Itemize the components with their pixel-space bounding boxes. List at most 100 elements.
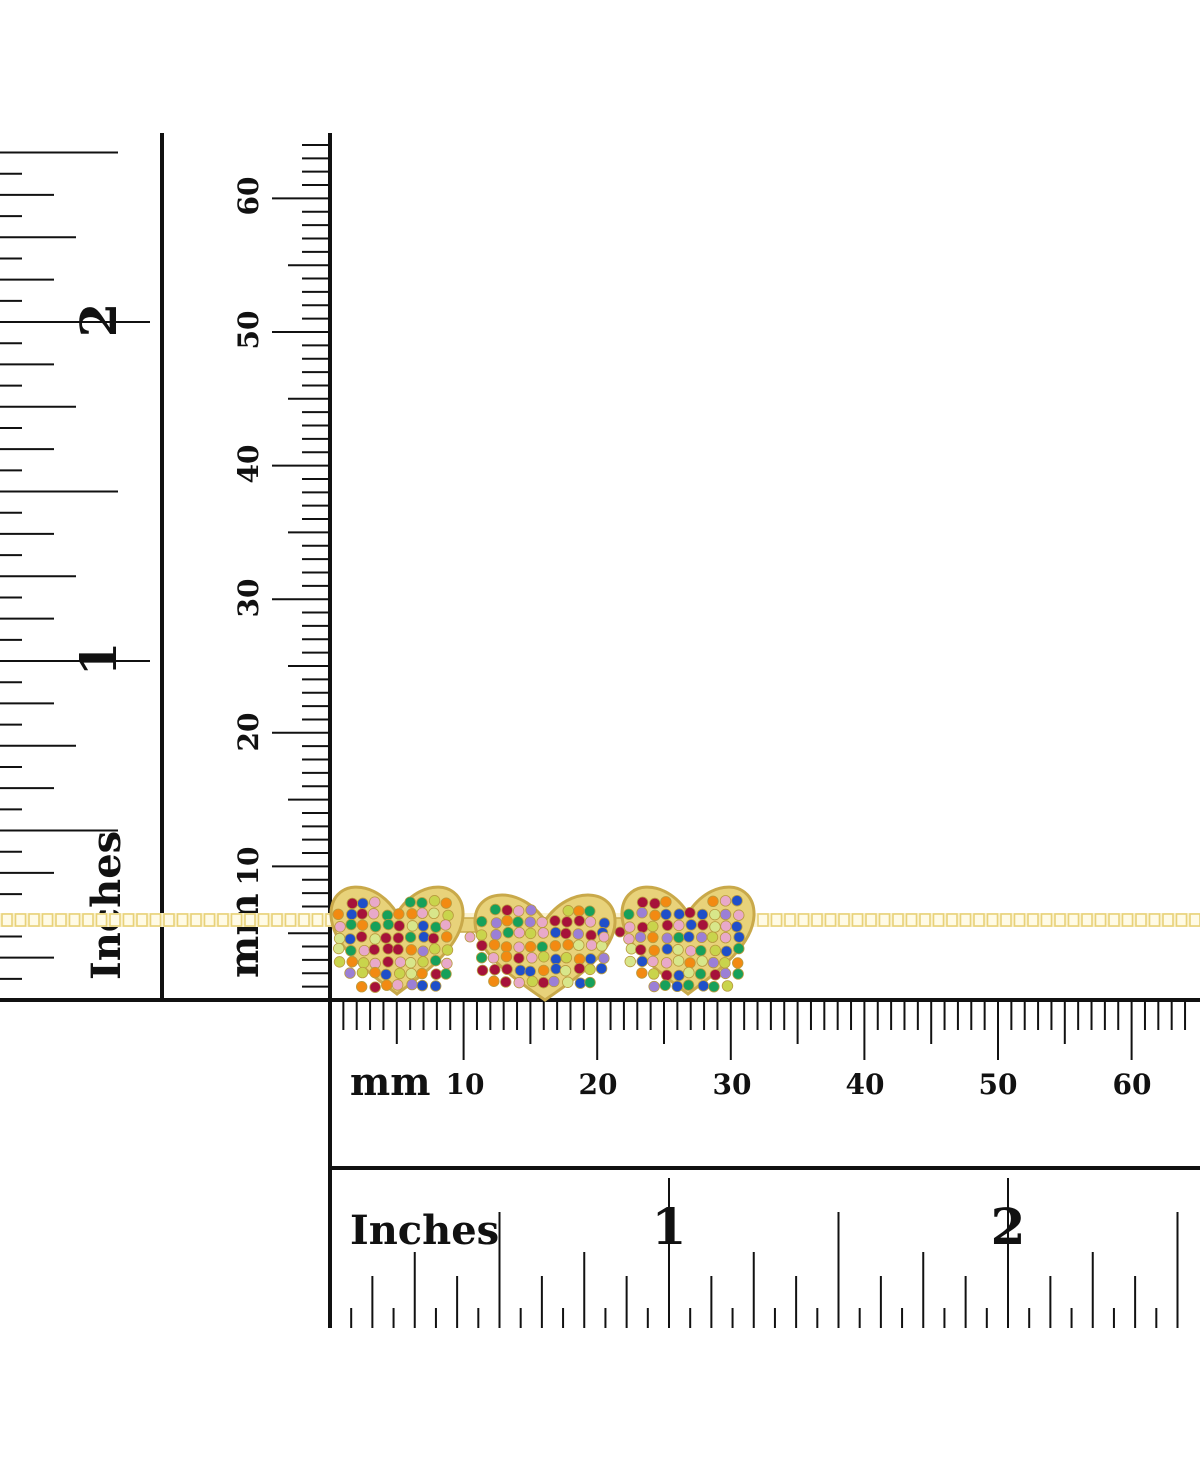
chain-link [1108, 913, 1120, 927]
gemstone [671, 980, 683, 993]
gemstone [441, 944, 454, 956]
gemstone [623, 921, 636, 933]
gemstone [439, 919, 452, 931]
gemstone [332, 908, 344, 921]
gemstone [406, 978, 418, 991]
gemstone [369, 896, 381, 908]
gemstone [694, 968, 707, 980]
gemstone [673, 931, 685, 944]
hmm-unit-label: mm [350, 1059, 430, 1104]
gemstone [355, 931, 368, 943]
gemstone [488, 975, 500, 987]
horizontal-mm-labels: mm 10 20 30 40 50 60 [350, 1059, 1151, 1104]
hmm-label-40: 40 [846, 1068, 885, 1101]
gemstone [501, 904, 513, 916]
chain-link [163, 913, 175, 927]
chain-link [959, 913, 972, 927]
gemstone [369, 981, 381, 993]
gemstone [476, 951, 488, 964]
gemstone [476, 939, 488, 952]
gemstone [648, 980, 660, 993]
chain-link [932, 913, 945, 927]
gemstone [333, 942, 345, 955]
gemstone [416, 967, 428, 980]
gemstone [416, 907, 428, 919]
gemstone [392, 943, 404, 956]
gemstone [440, 968, 452, 980]
chain-link [1121, 913, 1134, 927]
chain-link [905, 913, 918, 927]
gemstone [660, 896, 672, 908]
gemstone [513, 941, 525, 953]
gemstone [574, 977, 587, 989]
gemstone [502, 926, 514, 939]
gemstone [382, 956, 394, 968]
gemstone [549, 940, 562, 952]
gemstone [537, 927, 549, 939]
gemstone [417, 945, 429, 957]
gemstone [525, 904, 537, 916]
gemstone [696, 955, 708, 967]
chain-link [1175, 913, 1188, 927]
gemstone [428, 907, 440, 920]
vertical-inch-labels: 1 2 Inches [69, 303, 130, 980]
gemstone [382, 943, 394, 955]
gemstone [405, 944, 418, 956]
chain-link [986, 913, 999, 927]
gemstone [660, 908, 672, 921]
gemstone [487, 952, 500, 964]
gemstone [661, 919, 674, 931]
vin-unit-label: Inches [83, 831, 130, 980]
gemstone [719, 908, 732, 921]
gemstone [573, 953, 586, 965]
gemstone [598, 917, 611, 929]
chain-link [109, 913, 121, 927]
chain-link [203, 913, 216, 927]
gemstone [562, 976, 574, 988]
gemstone [537, 964, 550, 977]
gemstone [707, 895, 719, 908]
gemstone [624, 955, 636, 968]
gemstone [708, 980, 720, 993]
gemstone [392, 932, 405, 944]
chain-link [95, 913, 108, 927]
chain-link [878, 913, 891, 927]
chain-link [919, 913, 931, 927]
gemstone [417, 920, 429, 932]
gemstone [537, 976, 550, 989]
gemstone [709, 921, 721, 933]
gemstone [344, 967, 356, 979]
gemstone [684, 957, 696, 969]
gemstone [429, 954, 442, 967]
gemstone [732, 968, 744, 980]
gemstone [441, 957, 453, 970]
chain-link [149, 913, 162, 927]
gemstone [490, 929, 502, 941]
horizontal-inch-ticks [329, 1178, 1179, 1328]
gemstone [393, 920, 405, 932]
gemstone [649, 897, 661, 910]
gemstone [709, 944, 721, 957]
gemstone [731, 895, 743, 907]
vertical-mm-labels: 10 20 30 40 50 60 mm [221, 177, 268, 978]
gemstone [732, 957, 744, 969]
gemstone [672, 944, 684, 956]
gemstone [647, 931, 659, 944]
chain-link [230, 913, 243, 927]
gemstone [733, 909, 745, 921]
gemstone [416, 897, 428, 909]
gemstone [549, 926, 562, 939]
vmm-label-60: 60 [232, 177, 265, 216]
gemstone [561, 916, 573, 928]
chain-link [1000, 913, 1012, 927]
chain-link [1094, 913, 1107, 927]
chain-link [797, 913, 810, 927]
gemstone [549, 915, 561, 927]
chain-link [122, 913, 135, 927]
gemstone [648, 968, 660, 980]
gemstone [585, 929, 597, 942]
chain-link [190, 913, 202, 927]
gemstone [731, 920, 743, 933]
gemstone [369, 921, 382, 933]
